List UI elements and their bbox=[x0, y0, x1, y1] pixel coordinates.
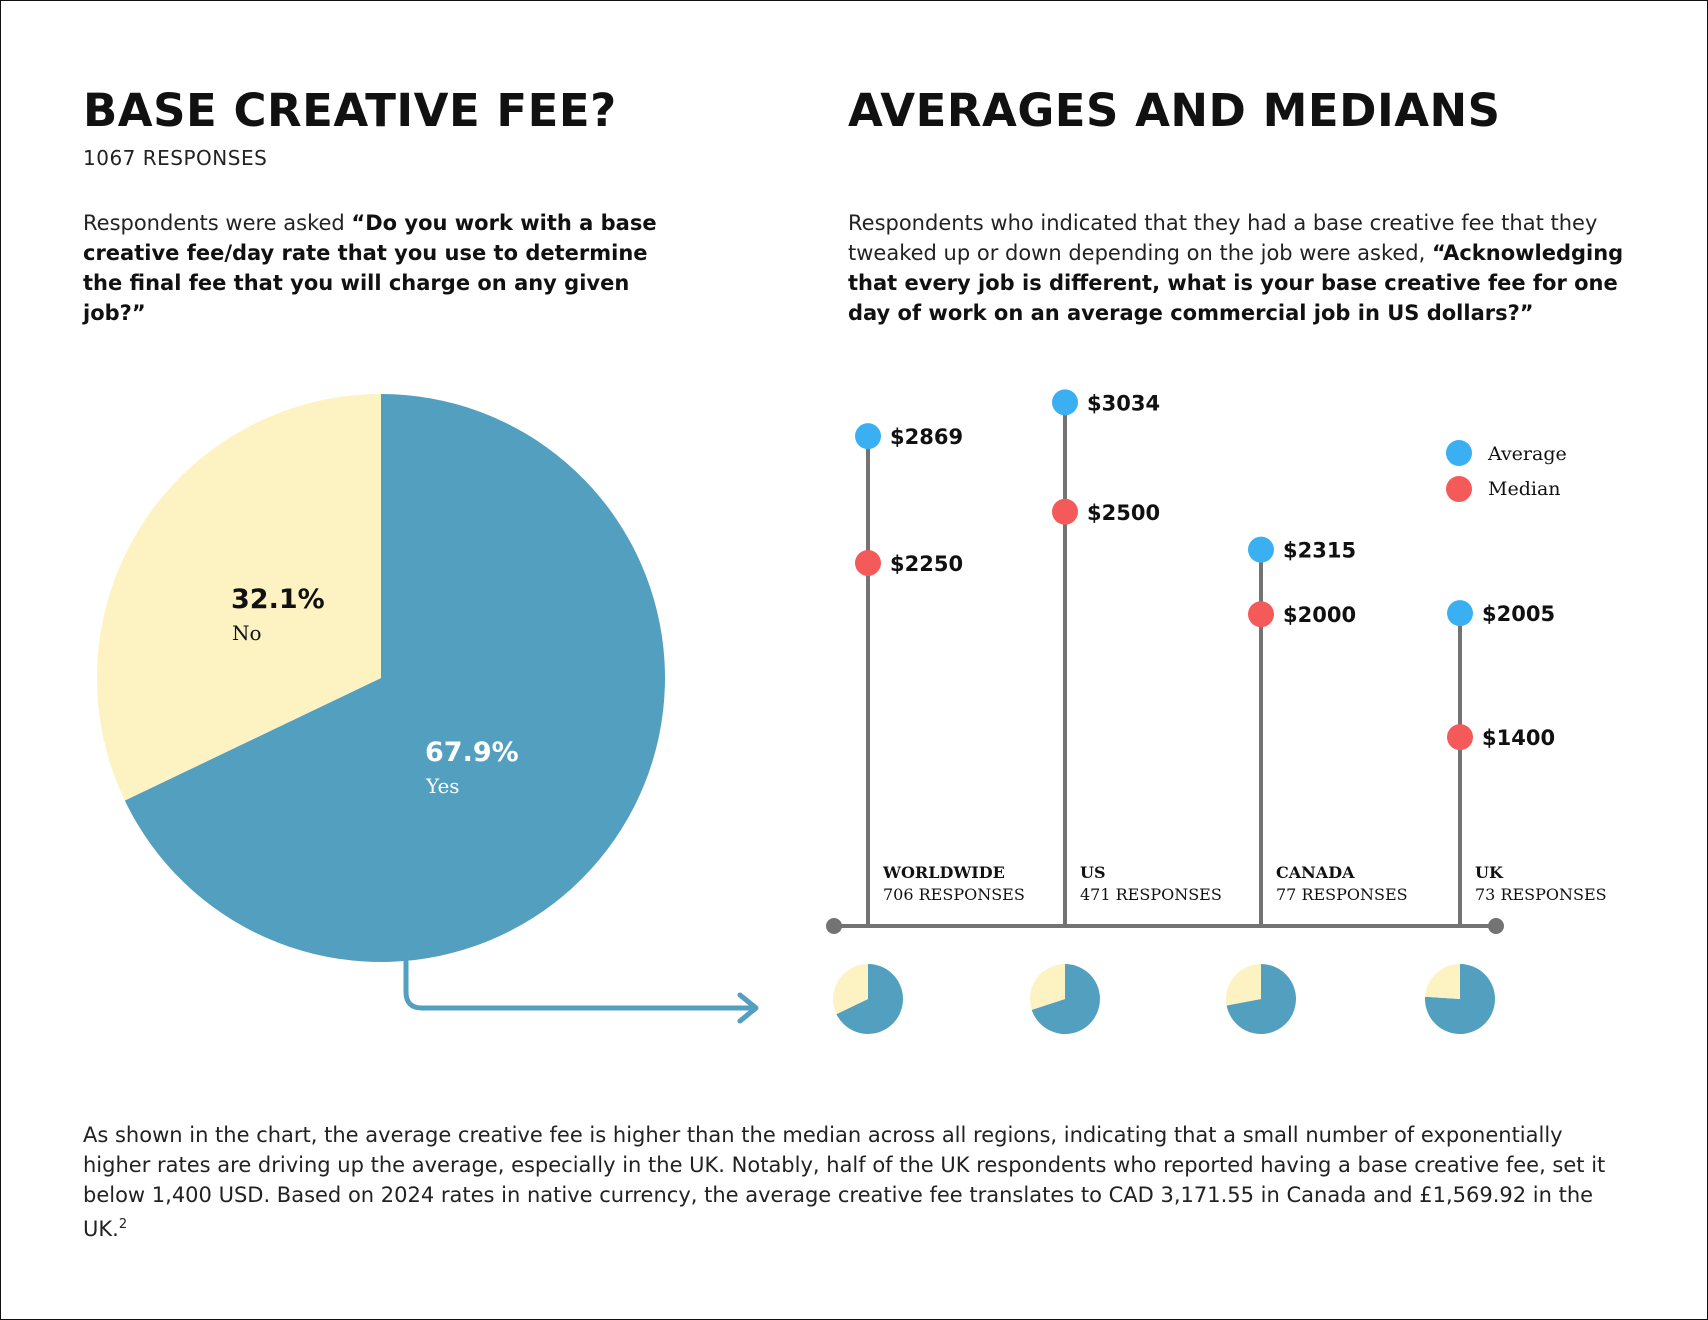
average-label-canada: $2315 bbox=[1283, 539, 1356, 563]
region-responses-uk: 73 RESPONSES bbox=[1475, 885, 1607, 904]
footnote: As shown in the chart, the average creat… bbox=[83, 1120, 1613, 1244]
median-dot-us bbox=[1052, 498, 1078, 525]
footnote-text: As shown in the chart, the average creat… bbox=[83, 1123, 1606, 1241]
mini-pie-no-worldwide bbox=[833, 964, 868, 1015]
left-description: Respondents were asked “Do you work with… bbox=[83, 208, 683, 328]
average-dot-worldwide bbox=[855, 423, 881, 450]
pie-label-no-value: 32.1% bbox=[231, 584, 325, 615]
left-intro: Respondents were asked bbox=[83, 211, 352, 235]
mini-pie-yes-us bbox=[1031, 964, 1100, 1035]
median-dot-uk bbox=[1447, 724, 1473, 751]
median-label-canada: $2000 bbox=[1283, 603, 1356, 627]
mini-pie-no-canada bbox=[1225, 964, 1261, 1006]
region-name-us: US bbox=[1080, 863, 1106, 882]
median-dot-worldwide bbox=[855, 549, 881, 576]
median-label-worldwide: $2250 bbox=[890, 552, 963, 576]
legend-average-dot bbox=[1446, 440, 1472, 466]
right-intro: Respondents who indicated that they had … bbox=[848, 211, 1598, 265]
left-title: BASE CREATIVE FEE? bbox=[83, 84, 617, 137]
median-label-us: $2500 bbox=[1087, 501, 1160, 525]
legend-median-dot bbox=[1446, 476, 1472, 502]
region-responses-us: 471 RESPONSES bbox=[1080, 885, 1222, 904]
right-description: Respondents who indicated that they had … bbox=[848, 208, 1628, 328]
pie-label-no-name: No bbox=[232, 621, 262, 645]
region-name-uk: UK bbox=[1475, 863, 1504, 882]
pie-label-yes-name: Yes bbox=[425, 774, 460, 798]
footnote-sup: 2 bbox=[118, 1217, 128, 1232]
connector-arrow-line bbox=[403, 959, 757, 1011]
legend-median-label: Median bbox=[1488, 478, 1561, 500]
left-question: “Do you work with a base creative fee/da… bbox=[83, 211, 657, 325]
average-label-us: $3034 bbox=[1087, 391, 1160, 415]
left-responses: 1067 RESPONSES bbox=[83, 146, 268, 170]
baseline-end-left bbox=[826, 918, 842, 934]
mini-pie-no-uk bbox=[1425, 964, 1460, 999]
right-question: “Acknowledging that every job is differe… bbox=[848, 241, 1624, 325]
connector-arrow-head bbox=[737, 992, 759, 1024]
median-dot-canada bbox=[1248, 601, 1274, 628]
region-responses-canada: 77 RESPONSES bbox=[1276, 885, 1408, 904]
mini-pie-yes-canada bbox=[1226, 964, 1296, 1034]
region-name-worldwide: WORLDWIDE bbox=[882, 863, 1005, 882]
mini-pie-no-us bbox=[1029, 964, 1065, 1010]
pie-slice-yes bbox=[124, 394, 665, 962]
legend-average-label: Average bbox=[1487, 443, 1567, 465]
right-title: AVERAGES AND MEDIANS bbox=[848, 84, 1501, 137]
average-dot-canada bbox=[1248, 536, 1274, 563]
average-label-uk: $2005 bbox=[1482, 602, 1555, 626]
mini-pie-yes-worldwide bbox=[836, 964, 904, 1034]
average-label-worldwide: $2869 bbox=[890, 425, 963, 449]
median-label-uk: $1400 bbox=[1482, 726, 1555, 750]
region-name-canada: CANADA bbox=[1276, 863, 1355, 882]
average-dot-us bbox=[1052, 389, 1078, 416]
pie-label-yes-value: 67.9% bbox=[425, 737, 519, 768]
baseline-end-right bbox=[1488, 918, 1504, 934]
region-responses-worldwide: 706 RESPONSES bbox=[883, 885, 1025, 904]
average-dot-uk bbox=[1447, 600, 1473, 627]
mini-pie-yes-uk bbox=[1425, 964, 1496, 1034]
pie-slice-no bbox=[96, 394, 382, 801]
